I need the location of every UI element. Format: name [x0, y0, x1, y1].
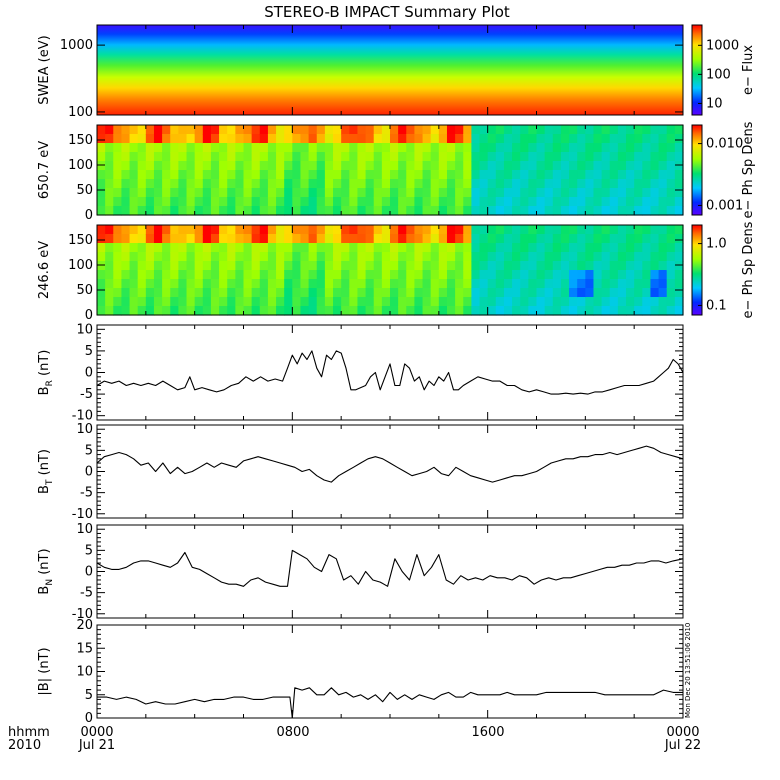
y-tick-label: -5 — [80, 586, 93, 601]
colorbar — [692, 25, 702, 115]
y-tick-label: 5 — [85, 688, 93, 703]
y-tick-label: 1000 — [60, 38, 93, 53]
colorbar-tick-label: 0.010 — [706, 137, 743, 152]
series-line — [96, 549, 684, 587]
generation-stamp: Mon Dec 20 13:51:06 2010 — [684, 623, 692, 718]
y-tick-label: 20 — [76, 618, 93, 633]
y-tick-label: -10 — [72, 409, 93, 424]
y-tick-label: 150 — [68, 133, 93, 148]
x-tick-label-time: 0000 — [80, 725, 113, 740]
panel-background — [97, 425, 683, 518]
y-tick-label: 5 — [85, 543, 93, 558]
colorbar-tick-label: 100 — [706, 67, 731, 82]
line-panel: -10 -5 0 5 10 BR (nT) — [37, 322, 684, 424]
line-panels: -10 -5 0 5 10 BR (nT) -10 -5 0 5 10 BT (nT) -10 -5 0 5 1… — [37, 322, 684, 726]
y-tick-label: 0 — [85, 366, 93, 381]
x-axis-label-line2: 2010 — [8, 738, 41, 753]
y-tick-label: 50 — [76, 183, 93, 198]
colorbar-frame — [691, 224, 703, 316]
y-tick-label: -5 — [80, 486, 93, 501]
colorbar-label: e− Ph Sp Dens — [741, 121, 756, 218]
x-tick-label-time: 1600 — [471, 725, 504, 740]
y-tick-label: 15 — [76, 641, 93, 656]
spectrogram-panel: 0 50 100 150 246.6 eV 0.1 1.0 e− Ph Sp Dens — [37, 221, 756, 323]
colorbar — [692, 125, 702, 215]
y-tick-label: 10 — [76, 322, 93, 337]
colorbar-tick-label: 1.0 — [706, 237, 727, 252]
x-tick-label-date: Jul 22 — [664, 738, 701, 753]
y-tick-label: -10 — [72, 607, 93, 622]
swea-spectrogram-image — [97, 25, 683, 115]
series-line — [96, 350, 684, 395]
line-panel: -10 -5 0 5 10 BT (nT) — [37, 422, 684, 522]
x-axis-label-line1: hhmm — [8, 725, 50, 740]
y-tick-label: 100 — [68, 105, 93, 120]
y-tick-label: 5 — [85, 443, 93, 458]
line-panel: -10 -5 0 5 10 BN (nT) — [37, 522, 684, 622]
colorbar-tick-label: 10 — [706, 96, 723, 111]
y-axis-label: BT (nT) — [37, 449, 55, 494]
pitch-angle-spectrogram-image — [97, 125, 684, 216]
x-tick-label-time: 0000 — [666, 725, 699, 740]
panel-background — [97, 625, 683, 718]
y-tick-label: 0 — [85, 711, 93, 726]
colorbar — [692, 225, 702, 315]
y-tick-label: -5 — [80, 387, 93, 402]
colorbar-tick-label: 0.001 — [706, 198, 743, 213]
x-axis-labels: hhmm 2010 0000 Jul 21 0800 1600 0000 Jul… — [8, 725, 701, 753]
series-line — [97, 687, 683, 719]
x-tick-label-date: Jul 21 — [78, 738, 115, 753]
y-tick-label: 10 — [76, 665, 93, 680]
panel-background — [97, 525, 683, 618]
colorbar-tick-label: 1000 — [706, 38, 739, 53]
colorbar-frame — [691, 24, 703, 116]
y-tick-label: 0 — [85, 208, 93, 223]
colorbar-frame — [691, 124, 703, 216]
y-tick-label: 0 — [85, 465, 93, 480]
plot-title: STEREO-B IMPACT Summary Plot — [264, 3, 510, 21]
colorbar-tick-label: 0.1 — [706, 298, 727, 313]
colorbar-label: e− Flux — [741, 45, 756, 95]
series-line — [96, 445, 684, 483]
y-tick-label: 10 — [76, 522, 93, 537]
y-axis-label: 246.6 eV — [37, 241, 52, 299]
y-tick-label: 5 — [85, 344, 93, 359]
y-tick-label: -10 — [72, 507, 93, 522]
y-tick-label: 100 — [68, 158, 93, 173]
y-axis-label: SWEA (eV) — [37, 35, 52, 104]
line-panel: 0 5 10 15 20 |B| (nT) — [37, 618, 684, 726]
y-tick-label: 150 — [68, 233, 93, 248]
y-tick-label: 10 — [76, 422, 93, 437]
y-axis-label: BN (nT) — [37, 548, 55, 594]
panel-background — [97, 325, 683, 420]
y-axis-label: BR (nT) — [37, 350, 55, 396]
y-axis-label: 650.7 eV — [37, 141, 52, 199]
y-tick-label: 50 — [76, 283, 93, 298]
x-tick-label-time: 0800 — [276, 725, 309, 740]
y-tick-label: 0 — [85, 565, 93, 580]
y-tick-label: 100 — [68, 258, 93, 273]
y-tick-label: 0 — [85, 308, 93, 323]
y-axis-label: |B| (nT) — [37, 647, 52, 695]
pitch-angle-spectrogram-image — [97, 225, 684, 316]
colorbar-label: e− Ph Sp Dens — [741, 221, 756, 318]
